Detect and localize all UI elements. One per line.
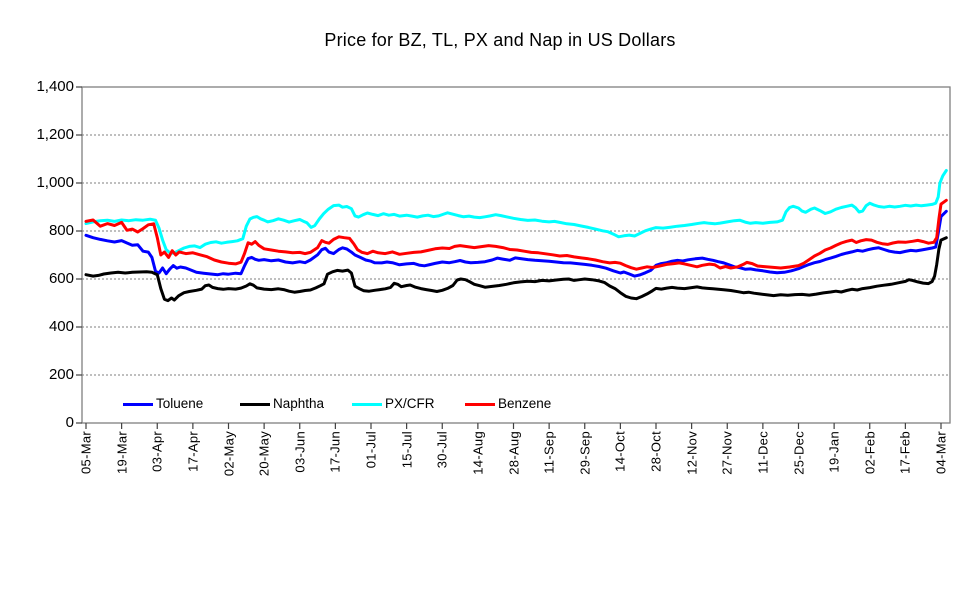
legend-swatch [123, 402, 153, 406]
x-axis-label: 19-Mar [114, 431, 130, 474]
y-axis-label: 1,200 [36, 126, 74, 143]
x-axis-label: 17-Apr [185, 431, 201, 472]
legend-item-px-cfr: PX/CFR [352, 396, 435, 412]
x-axis-label: 19-Jan [826, 431, 842, 473]
legend-swatch [465, 402, 495, 406]
series-line-toluene [84, 209, 948, 278]
x-axis-label: 27-Nov [719, 431, 735, 475]
x-axis-label: 28-Oct [648, 431, 664, 472]
x-axis-label: 02-May [221, 431, 236, 477]
legend-swatch [240, 402, 270, 406]
x-axis-label: 02-Feb [862, 431, 878, 474]
y-axis-label: 1,000 [36, 174, 74, 191]
legend-label: Naphtha [273, 396, 325, 411]
x-axis-label: 14-Oct [612, 431, 628, 472]
series-line-px-cfr [84, 169, 948, 255]
y-axis-label: 600 [48, 270, 74, 287]
x-axis-label: 03-Apr [149, 431, 165, 472]
legend-item-benzene: Benzene [465, 396, 551, 412]
legend-swatch [352, 402, 382, 406]
x-axis-label: 11-Dec [755, 431, 771, 474]
x-axis-label: 14-Aug [470, 431, 486, 475]
y-axis-label: 800 [48, 222, 74, 239]
x-axis-label: 28-Aug [506, 431, 521, 475]
x-axis-label: 17-Jun [327, 431, 343, 473]
x-axis-label: 05-Mar [78, 431, 94, 474]
x-axis-label: 01-Jul [363, 431, 379, 469]
legend-item-toluene: Toluene [123, 396, 203, 412]
legend-item-naphtha: Naphtha [240, 396, 324, 412]
plot-border [81, 86, 951, 424]
series-line-benzene [84, 198, 948, 271]
series-line-naphtha [84, 236, 948, 303]
x-axis-label: 15-Jul [399, 431, 415, 469]
x-axis-label: 04-Mar [933, 431, 949, 474]
chart-title: Price for BZ, TL, PX and Nap in US Dolla… [324, 30, 676, 50]
x-axis-label: 20-May [256, 431, 272, 477]
x-axis-label: 17-Feb [897, 431, 913, 474]
y-axis-label: 200 [48, 366, 74, 383]
legend-label: Toluene [156, 396, 204, 411]
y-axis-label: 0 [65, 414, 74, 431]
legend-label: PX/CFR [385, 396, 435, 411]
x-axis-label: 25-Dec [791, 431, 806, 475]
y-axis-label: 1,400 [36, 78, 74, 95]
x-axis-label: 30-Jul [434, 431, 450, 469]
y-axis-label: 400 [48, 318, 74, 335]
x-axis-label: 29-Sep [577, 431, 593, 475]
x-axis-label: 03-Jun [292, 431, 308, 473]
x-axis-label: 11-Sep [541, 431, 557, 474]
legend-label: Benzene [498, 396, 552, 411]
x-axis-label: 12-Nov [684, 431, 700, 475]
